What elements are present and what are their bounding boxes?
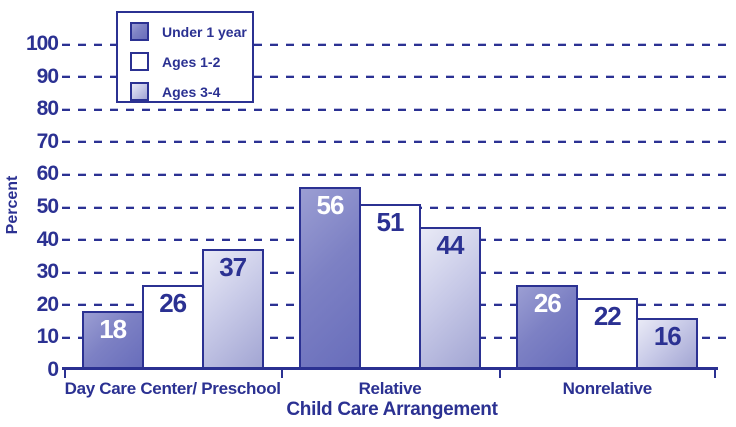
gridline	[62, 107, 732, 111]
bar-groups: 18 26 37 Day Care Center/ Preschool 56 51 44 Re…	[64, 0, 716, 398]
gridline	[62, 172, 732, 176]
bar: 44	[418, 227, 481, 370]
legend-label: Under 1 year	[162, 23, 247, 40]
y-axis-title: Percent	[4, 175, 21, 235]
legend-swatch	[130, 52, 149, 71]
legend-swatch	[130, 82, 149, 101]
x-axis-title: Child Care Arrangement	[286, 399, 498, 420]
y-axis-tick-label: 10	[36, 325, 59, 349]
bar-group: 56 51 44 Relative	[281, 0, 498, 398]
y-axis-tick-label: 0	[47, 358, 59, 381]
x-axis-tick	[281, 370, 284, 378]
bar: 51	[358, 204, 421, 370]
category-label: Day Care Center/ Preschool	[64, 379, 281, 398]
legend-swatch	[130, 22, 149, 41]
bar-value-label: 51	[376, 207, 405, 237]
bar: 56	[298, 187, 361, 370]
gridline	[62, 140, 732, 144]
bar-value-label: 26	[533, 288, 562, 318]
legend-item: Ages 3-4	[130, 82, 252, 101]
y-axis-tick-label: 30	[36, 260, 59, 284]
bar: 16	[636, 318, 699, 370]
gridline	[62, 42, 732, 46]
y-axis-tick-label: 100	[25, 32, 59, 55]
y-axis-tick-label: 60	[36, 162, 59, 186]
x-axis-tick	[64, 370, 66, 378]
bar-value-label: 18	[99, 314, 127, 344]
bar: 26	[516, 285, 579, 370]
bar-value-label: 37	[219, 252, 247, 282]
category-label: Relative	[358, 379, 422, 398]
x-axis-baseline	[62, 367, 718, 370]
legend-item: Ages 1-2	[130, 52, 252, 71]
legend-item: Under 1 year	[130, 22, 252, 41]
y-axis-tick-label: 80	[36, 97, 59, 121]
y-axis-tick-label: 50	[36, 195, 59, 218]
legend: Under 1 year Ages 1-2 Ages 3-4	[116, 11, 254, 103]
bar: 26	[141, 285, 204, 370]
y-axis-tick-label: 40	[36, 227, 59, 251]
bar-value-label: 56	[316, 190, 345, 220]
x-axis-tick	[498, 370, 501, 378]
bar-value-label: 16	[653, 321, 682, 351]
bar: 22	[576, 298, 639, 370]
bar-value-label: 44	[436, 230, 465, 260]
bar: 37	[201, 249, 264, 370]
category-label: Nonrelative	[562, 379, 653, 398]
y-axis-tick-label: 70	[36, 129, 59, 153]
bar: 18	[81, 311, 144, 370]
x-axis-tick	[714, 370, 716, 378]
bar-group: 26 22 16 Nonrelative	[499, 0, 716, 398]
legend-label: Ages 1-2	[162, 53, 221, 70]
y-axis-tick-label: 90	[36, 64, 59, 88]
bar-value-label: 22	[593, 301, 622, 331]
gridline	[62, 75, 732, 79]
legend-label: Ages 3-4	[162, 83, 221, 100]
bar-value-label: 26	[159, 288, 187, 318]
y-axis-tick-label: 20	[36, 292, 59, 316]
